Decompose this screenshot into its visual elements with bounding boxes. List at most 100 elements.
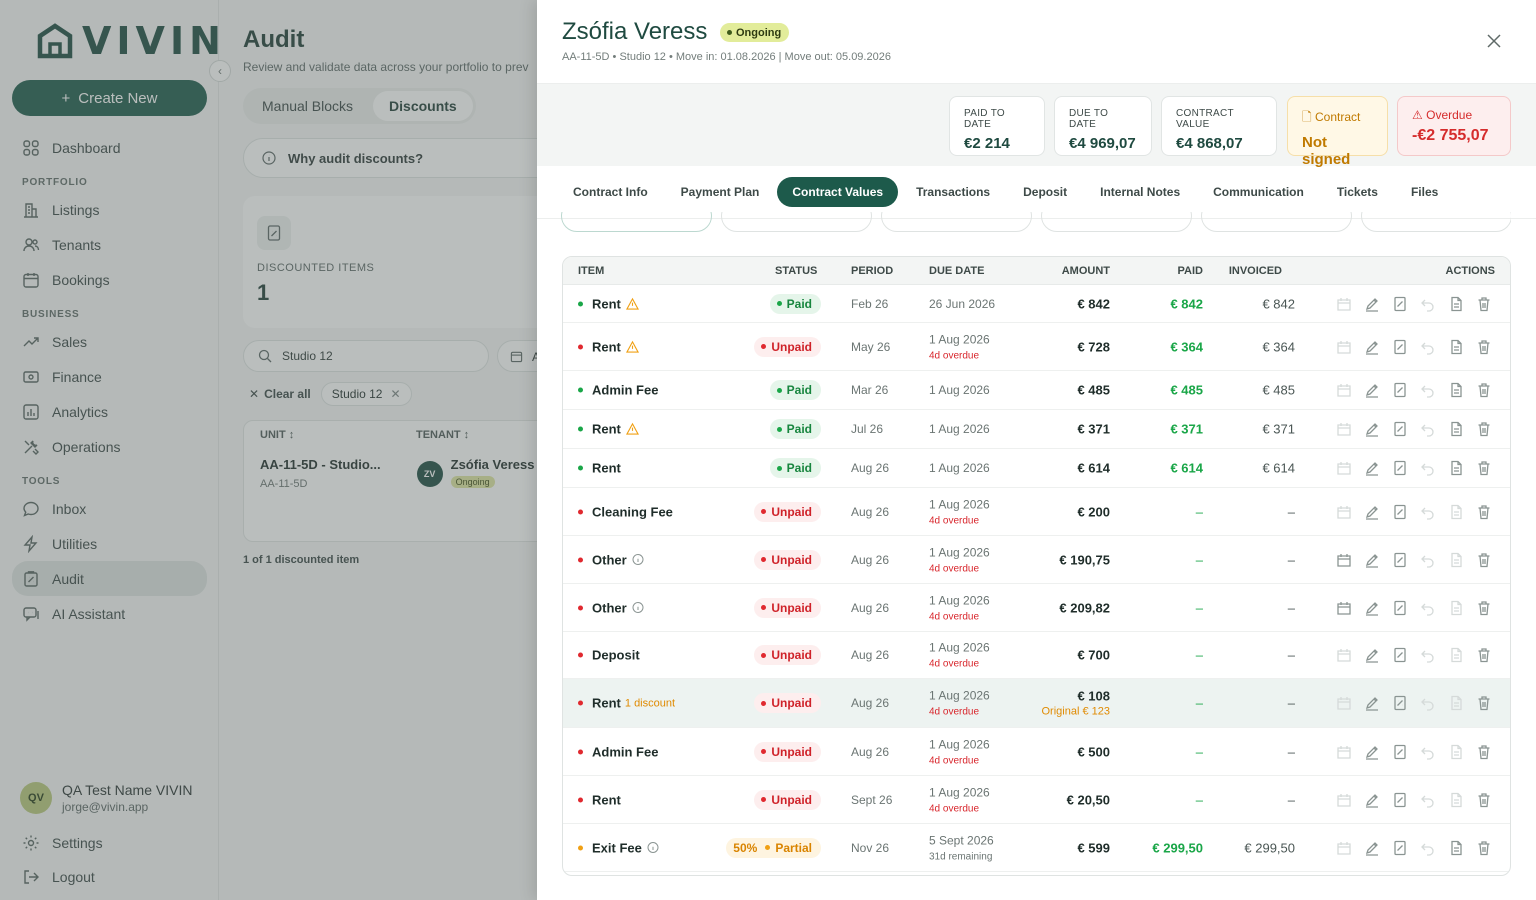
invoice-document-icon[interactable]: [1447, 338, 1465, 356]
why-audit-banner[interactable]: Why audit discounts?: [243, 138, 563, 178]
invoice-document-icon[interactable]: [1447, 839, 1465, 857]
undo-icon[interactable]: [1419, 338, 1437, 356]
subfilter-pill[interactable]: [721, 212, 872, 232]
trash-icon[interactable]: [1475, 459, 1493, 477]
edit-icon[interactable]: [1363, 791, 1381, 809]
undo-icon[interactable]: [1419, 503, 1437, 521]
sidebar-item-operations[interactable]: Operations: [12, 429, 207, 464]
tab-manual-blocks[interactable]: Manual Blocks: [262, 98, 354, 114]
trash-icon[interactable]: [1475, 694, 1493, 712]
discount-icon[interactable]: [1391, 551, 1409, 569]
undo-icon[interactable]: [1419, 295, 1437, 313]
sidebar-item-utilities[interactable]: Utilities: [12, 526, 207, 561]
table-row[interactable]: Rent Unpaid Sept 26 1 Aug 2026 4d overdue € 2…: [563, 776, 1510, 824]
discount-icon[interactable]: [1391, 743, 1409, 761]
invoice-document-icon[interactable]: [1447, 599, 1465, 617]
reschedule-calendar-icon[interactable]: [1335, 791, 1353, 809]
edit-icon[interactable]: [1363, 599, 1381, 617]
undo-icon[interactable]: [1419, 694, 1437, 712]
edit-icon[interactable]: [1363, 551, 1381, 569]
tab-discounts[interactable]: Discounts: [373, 91, 473, 121]
table-row[interactable]: Rent Paid Jul 26 1 Aug 2026 € 371 € 371 € 371: [563, 410, 1510, 449]
invoice-document-icon[interactable]: [1447, 551, 1465, 569]
invoice-document-icon[interactable]: [1447, 420, 1465, 438]
table-row[interactable]: AA-11-5D - Studio... AA-11-5D ZV Zsófia …: [260, 457, 534, 490]
table-row[interactable]: Other Unpaid Aug 26 1 Aug 2026 4d overdue € 1…: [563, 536, 1510, 584]
close-icon[interactable]: [1485, 32, 1503, 50]
edit-icon[interactable]: [1363, 646, 1381, 664]
tab-contract-values[interactable]: Contract Values: [777, 177, 899, 207]
table-row[interactable]: Deposit Unpaid Aug 26 1 Aug 2026 4d overdue €…: [563, 632, 1510, 679]
filter-chip[interactable]: Studio 12 ✕: [320, 382, 412, 406]
modal-backdrop[interactable]: [0, 0, 537, 900]
trash-icon[interactable]: [1475, 381, 1493, 399]
clear-all-button[interactable]: ✕ Clear all: [249, 387, 311, 401]
reschedule-calendar-icon[interactable]: [1335, 599, 1353, 617]
subfilter-pill[interactable]: [1201, 212, 1352, 232]
trash-icon[interactable]: [1475, 338, 1493, 356]
sidebar-item-ai-assistant[interactable]: AI Assistant: [12, 596, 207, 631]
discount-tag[interactable]: 1 discount: [624, 697, 676, 709]
trash-icon[interactable]: [1475, 420, 1493, 438]
invoice-document-icon[interactable]: [1447, 791, 1465, 809]
trash-icon[interactable]: [1475, 599, 1493, 617]
table-row[interactable]: Rent Paid Feb 26 26 Jun 2026 € 842 € 842 € 842: [563, 285, 1510, 323]
tab-tickets[interactable]: Tickets: [1336, 185, 1378, 199]
discount-icon[interactable]: [1391, 599, 1409, 617]
invoice-document-icon[interactable]: [1447, 743, 1465, 761]
discount-icon[interactable]: [1391, 295, 1409, 313]
sidebar-item-inbox[interactable]: Inbox: [12, 491, 207, 526]
tab-files[interactable]: Files: [1410, 185, 1439, 199]
sidebar-item-bookings[interactable]: Bookings: [12, 262, 207, 297]
table-row[interactable]: Exit Fee 50% Partial Nov 26 5 Sept 2026 31d r…: [563, 824, 1510, 872]
sidebar-item-audit[interactable]: Audit: [12, 561, 207, 596]
subfilter-pill[interactable]: [1361, 212, 1511, 232]
trash-icon[interactable]: [1475, 503, 1493, 521]
sidebar-item-listings[interactable]: Listings: [12, 192, 207, 227]
edit-icon[interactable]: [1363, 295, 1381, 313]
settings-link[interactable]: Settings: [22, 826, 103, 860]
edit-icon[interactable]: [1363, 839, 1381, 857]
edit-icon[interactable]: [1363, 338, 1381, 356]
trash-icon[interactable]: [1475, 791, 1493, 809]
tab-transactions[interactable]: Transactions: [916, 185, 991, 199]
edit-icon[interactable]: [1363, 420, 1381, 438]
subfilter-pill[interactable]: [881, 212, 1032, 232]
trash-icon[interactable]: [1475, 551, 1493, 569]
invoice-document-icon[interactable]: [1447, 503, 1465, 521]
sidebar-item-tenants[interactable]: Tenants: [12, 227, 207, 262]
undo-icon[interactable]: [1419, 743, 1437, 761]
table-row[interactable]: Rent Paid Aug 26 1 Aug 2026 € 614 € 614 € 614: [563, 449, 1510, 488]
reschedule-calendar-icon[interactable]: [1335, 839, 1353, 857]
reschedule-calendar-icon[interactable]: [1335, 420, 1353, 438]
edit-icon[interactable]: [1363, 743, 1381, 761]
col-unit[interactable]: UNIT ↕: [260, 429, 295, 441]
sidebar-item-dashboard[interactable]: Dashboard: [12, 130, 207, 165]
discount-icon[interactable]: [1391, 839, 1409, 857]
discount-icon[interactable]: [1391, 420, 1409, 438]
edit-icon[interactable]: [1363, 694, 1381, 712]
trash-icon[interactable]: [1475, 743, 1493, 761]
subfilter-pill[interactable]: [561, 212, 712, 232]
table-row[interactable]: Cleaning Fee Unpaid Aug 26 1 Aug 2026 4d ove…: [563, 488, 1510, 536]
reschedule-calendar-icon[interactable]: [1335, 551, 1353, 569]
invoice-document-icon[interactable]: [1447, 646, 1465, 664]
reschedule-calendar-icon[interactable]: [1335, 338, 1353, 356]
collapse-sidebar-button[interactable]: ‹: [209, 60, 231, 82]
table-row[interactable]: Other Unpaid Aug 26 1 Aug 2026 4d overdue € 2…: [563, 584, 1510, 632]
create-new-button[interactable]: + Create New: [12, 80, 207, 116]
undo-icon[interactable]: [1419, 420, 1437, 438]
undo-icon[interactable]: [1419, 791, 1437, 809]
reschedule-calendar-icon[interactable]: [1335, 743, 1353, 761]
close-icon[interactable]: ✕: [390, 387, 401, 401]
undo-icon[interactable]: [1419, 381, 1437, 399]
reschedule-calendar-icon[interactable]: [1335, 459, 1353, 477]
tab-contract-info[interactable]: Contract Info: [573, 185, 648, 199]
edit-icon[interactable]: [1363, 381, 1381, 399]
discount-icon[interactable]: [1391, 791, 1409, 809]
reschedule-calendar-icon[interactable]: [1335, 381, 1353, 399]
sidebar-item-analytics[interactable]: Analytics: [12, 394, 207, 429]
discount-icon[interactable]: [1391, 459, 1409, 477]
undo-icon[interactable]: [1419, 459, 1437, 477]
trash-icon[interactable]: [1475, 839, 1493, 857]
